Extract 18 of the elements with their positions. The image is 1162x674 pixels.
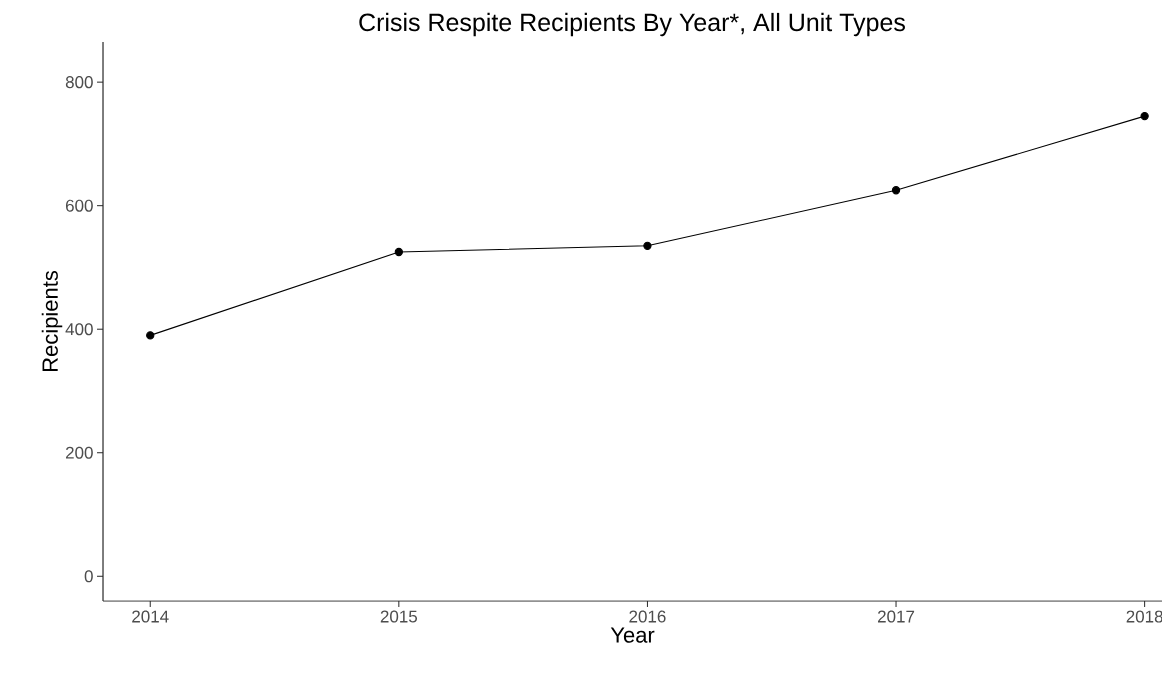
y-tick-label: 200 xyxy=(65,446,93,459)
point xyxy=(146,331,155,340)
point xyxy=(394,247,403,257)
x-tick-label: 2015 xyxy=(380,610,418,623)
x-tick-label: 2017 xyxy=(877,610,915,623)
y-tick-label: 400 xyxy=(65,323,93,336)
x-axis-title: Year xyxy=(610,627,655,643)
y-axis-title: Recipients xyxy=(41,270,63,372)
point xyxy=(891,186,901,195)
point xyxy=(1140,111,1149,121)
y-tick-label: 800 xyxy=(65,76,93,89)
x-tick-label: 2016 xyxy=(629,610,666,623)
y-tick-label: 0 xyxy=(84,570,93,583)
y-tick-label: 600 xyxy=(65,199,93,212)
point xyxy=(643,241,652,250)
chart-title: Crisis Respite Recipients By Year*, All Unit Types xyxy=(359,12,905,37)
x-tick-label: 2014 xyxy=(132,610,169,623)
x-tick-label: 2018 xyxy=(1126,610,1162,623)
